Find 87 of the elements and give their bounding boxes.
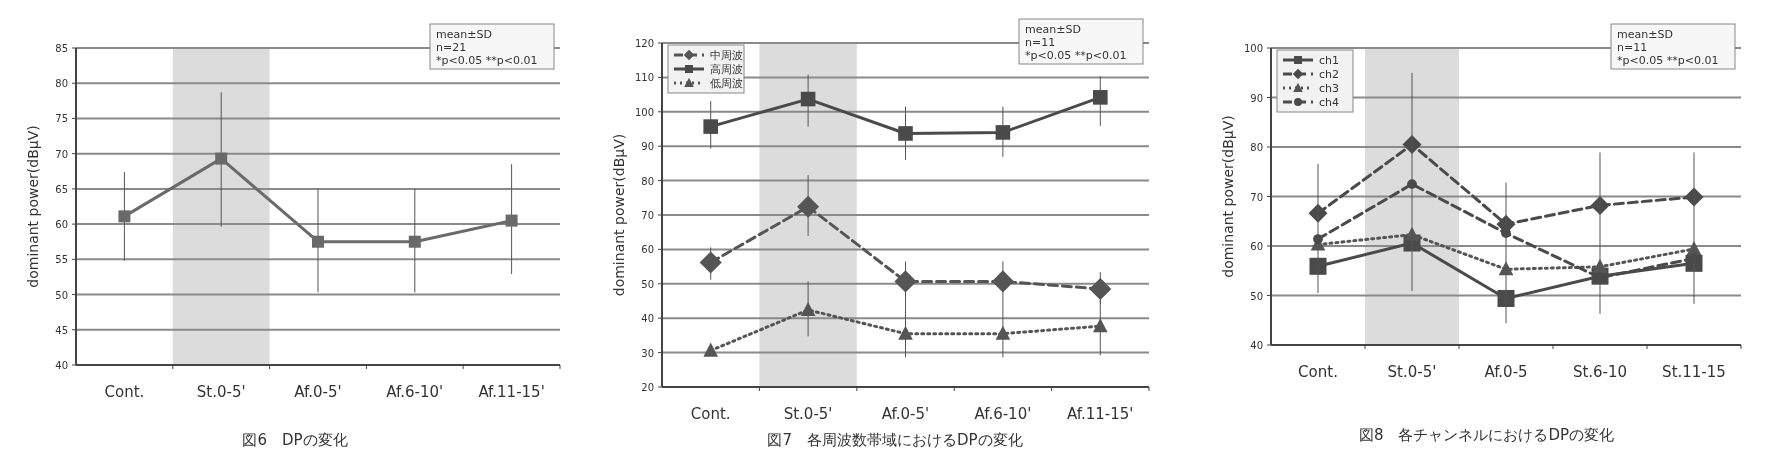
y-tick-label: 85 (55, 43, 68, 54)
point (898, 126, 913, 141)
annotation: n=21 (436, 41, 467, 54)
annotation: *p<0.05 **p<0.01 (436, 54, 538, 67)
point (800, 302, 816, 317)
legend-label: ch4 (1319, 96, 1340, 109)
annotation: *p<0.05 **p<0.01 (1617, 54, 1719, 67)
y-tick-label: 80 (55, 78, 68, 90)
y-axis-title: dominant power(dBμV) (1220, 115, 1236, 278)
y-tick-label: 40 (1250, 340, 1263, 351)
point (1092, 318, 1108, 333)
legend-label: 高周波 (710, 63, 743, 76)
x-tick-label: St.11-15 (1662, 363, 1726, 381)
text: mean±SD (1025, 23, 1081, 36)
point (1089, 277, 1112, 301)
text: 図6 DPの変化 (242, 431, 348, 449)
point (797, 195, 820, 218)
y-tick-label: 40 (55, 360, 68, 371)
y-tick-label: 100 (1243, 43, 1263, 54)
y-tick-label: 90 (1250, 92, 1263, 104)
annotation: n=11 (1617, 41, 1648, 54)
y-tick-label: 50 (55, 289, 68, 301)
point (995, 325, 1011, 340)
y-tick-label: 110 (634, 72, 654, 84)
legend-label: ch1 (1319, 54, 1340, 67)
y-tick-label: 120 (634, 38, 654, 49)
y-tick-label: 90 (641, 141, 654, 153)
y-tick-label: 70 (55, 148, 68, 160)
text: mean±SD (1617, 28, 1673, 41)
legend-label: ch3 (1319, 82, 1340, 95)
legend-label: ch2 (1319, 68, 1340, 81)
x-tick-label: Af.11-15' (1067, 405, 1134, 423)
x-tick-label: St.0-5' (196, 383, 246, 401)
y-tick-label: 20 (641, 382, 654, 393)
x-tick-label: St.6-10 (1572, 363, 1628, 381)
x-tick-label: Af.6-10' (974, 405, 1032, 423)
y-tick-label: 70 (1250, 191, 1263, 203)
x-tick-label: Af.0-5 (1484, 363, 1528, 381)
point (1313, 234, 1323, 244)
y-tick-label: 55 (55, 254, 68, 266)
x-tick-label: Af.0-5' (881, 405, 930, 423)
annotation: n=11 (1025, 36, 1056, 49)
point (1407, 179, 1417, 190)
x-tick-label: Cont. (1298, 363, 1338, 381)
y-tick-label: 60 (55, 219, 68, 231)
y-axis-title: dominant power(dBμV) (611, 133, 627, 297)
y-tick-label: 60 (641, 244, 654, 256)
y-tick-label: 45 (55, 324, 68, 336)
y-tick-label: 60 (1250, 241, 1263, 252)
text: 図7 各周波数帯域におけるDPの変化 (767, 431, 1023, 449)
y-axis-title: dominant power(dBμV) (25, 125, 41, 288)
y-tick-label: 50 (1250, 290, 1263, 302)
point (118, 210, 131, 223)
y-tick-label: 75 (55, 113, 68, 125)
point (894, 270, 917, 293)
point (800, 91, 816, 107)
x-tick-label: Cont. (104, 383, 145, 401)
y-tick-label: 30 (641, 347, 654, 359)
legend-label: 中周波 (710, 49, 743, 62)
x-tick-label: St.0-5' (783, 405, 833, 423)
point (215, 152, 228, 165)
x-tick-label: Af.6-10' (386, 383, 444, 401)
y-tick-label: 40 (641, 313, 654, 325)
point (312, 235, 324, 248)
y-tick-label: 65 (55, 183, 68, 195)
point (703, 119, 718, 134)
point (995, 125, 1011, 140)
y-tick-label: 50 (641, 278, 654, 290)
text: mean±SD (436, 28, 492, 41)
y-tick-label: 80 (641, 175, 654, 187)
y-tick-label: 100 (634, 106, 654, 118)
point (991, 270, 1014, 293)
point (898, 325, 913, 340)
y-tick-label: 70 (641, 210, 654, 221)
x-tick-label: Cont. (690, 405, 731, 423)
x-tick-label: Af.0-5' (294, 383, 342, 401)
y-tick-label: 80 (1250, 142, 1263, 153)
point (408, 235, 421, 248)
point (699, 251, 722, 274)
x-tick-label: St.0-5' (1387, 363, 1437, 381)
legend-label: 低周波 (710, 77, 743, 90)
point (703, 342, 719, 357)
point (505, 214, 518, 227)
point (1093, 90, 1108, 105)
text: 図8 各チャンネルにおけるDPの変化 (1358, 426, 1615, 444)
x-tick-label: Af.11-15' (478, 383, 545, 401)
annotation: *p<0.05 **p<0.01 (1025, 49, 1127, 62)
